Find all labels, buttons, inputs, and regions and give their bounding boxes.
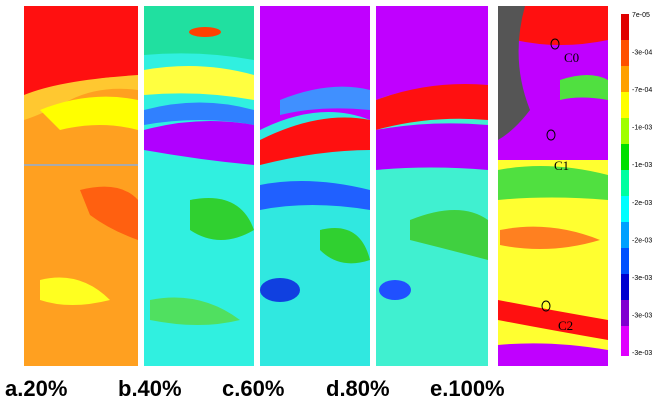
panel-label: a.20% <box>5 376 67 401</box>
panel-label: c.60% <box>222 376 284 401</box>
colorbar <box>621 14 629 356</box>
annotation: C1 <box>554 158 569 173</box>
colorbar-label: -2e-03 <box>632 237 652 244</box>
colorbar-label: -1e-03 <box>632 125 652 132</box>
panel-label: e.100% <box>430 376 505 401</box>
panel-label: b.40% <box>118 376 182 401</box>
colorbar-label: 7e-05 <box>632 12 650 19</box>
colorbar-label: -3e-03 <box>632 275 652 282</box>
colorbar-label: -3e-03 <box>632 312 652 319</box>
panel-e <box>498 6 608 366</box>
colorbar-label: -3e-03 <box>632 350 652 357</box>
annotation: C0 <box>564 50 579 65</box>
figure: C0 C1 C2 a.20% b.40% c.60% d.80% e.100% 7e-05… <box>0 0 658 405</box>
colorbar-label: -3e-04 <box>632 50 652 57</box>
panel-d <box>376 6 488 366</box>
annotation: C2 <box>558 318 573 333</box>
colorbar-label: -7e-04 <box>632 87 652 94</box>
panel-a <box>24 6 138 366</box>
panel-label: d.80% <box>326 376 390 401</box>
panel-c <box>260 6 370 366</box>
colorbar-label: -2e-03 <box>632 200 652 207</box>
panel-b <box>144 6 254 366</box>
colorbar-label: -1e-03 <box>632 162 652 169</box>
